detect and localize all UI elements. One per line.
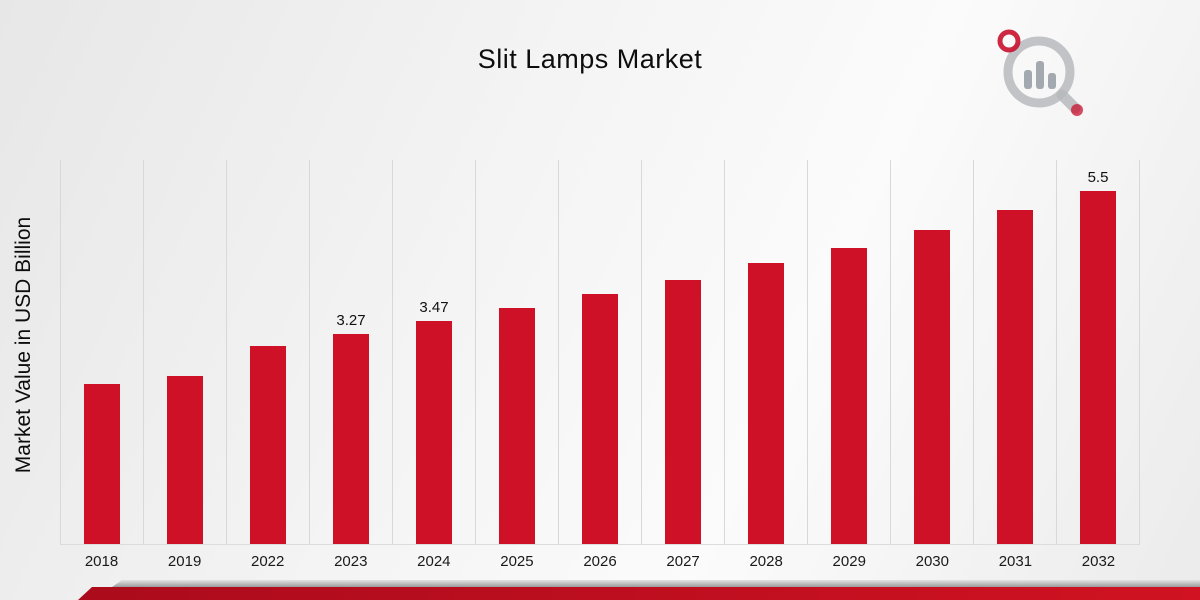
- x-tick-label: 2018: [84, 553, 119, 570]
- grid-cell: [559, 160, 642, 544]
- magnifier-bar-chart-icon: [997, 29, 1083, 116]
- x-tick-label: 2031: [998, 553, 1033, 570]
- bar-2028: [748, 262, 784, 544]
- bar-2032: [1080, 191, 1116, 544]
- y-axis-label: Market Value in USD Billion: [12, 216, 35, 474]
- chart-title: Slit Lamps Market: [477, 44, 703, 74]
- bar-2023: [333, 334, 369, 544]
- bar-2025: [499, 307, 535, 544]
- grid-cell: [61, 160, 144, 544]
- grid-cell: 5.5: [1057, 160, 1140, 544]
- grid-cell: [227, 160, 310, 544]
- x-tick-label: 2029: [832, 553, 866, 570]
- grid-cell: 3.47: [393, 160, 476, 544]
- grid-cell: [974, 160, 1057, 544]
- x-tick-label: 2022: [251, 553, 285, 570]
- grid-cell: [642, 160, 725, 544]
- x-axis: 2018 2019 2022 2023 2024 2025 2026 2027 2028 2029…: [60, 553, 1140, 570]
- grid-cell: [891, 160, 974, 544]
- x-tick-label: 2028: [749, 553, 783, 570]
- grid-cell: [808, 160, 891, 544]
- bar-value-label: 3.47: [419, 299, 449, 317]
- bar-2030: [914, 229, 950, 544]
- bar-2026: [582, 293, 618, 544]
- x-tick-label: 2023: [334, 553, 368, 570]
- x-tick-label: 2019: [167, 553, 202, 570]
- x-tick-label: 2027: [666, 553, 700, 570]
- x-tick-label: 2032: [1081, 553, 1116, 570]
- bar-2031: [997, 210, 1033, 544]
- grid-cell: [476, 160, 559, 544]
- x-tick-label: 2025: [500, 553, 534, 570]
- bar-2018: [84, 383, 120, 544]
- grid-cell: [725, 160, 808, 544]
- bar-value-label: 3.27: [336, 312, 366, 330]
- bar-value-label: 5.5: [1087, 169, 1109, 187]
- bar-2027: [665, 279, 701, 544]
- grid-cell: [144, 160, 227, 544]
- x-tick-label: 2024: [417, 553, 451, 570]
- grid-cell: 3.27: [310, 160, 393, 544]
- market-research-future-logo: [982, 26, 1092, 118]
- bar-2019: [167, 375, 203, 544]
- bottom-ribbon-gray: [112, 580, 1200, 587]
- bar-2029: [831, 247, 867, 544]
- bar-2022: [250, 346, 286, 544]
- plot-area: 3.27 3.47 5.5: [60, 160, 1140, 545]
- bar-2024: [416, 321, 452, 544]
- x-tick-label: 2026: [583, 553, 617, 570]
- x-tick-label: 2030: [915, 553, 949, 570]
- bottom-ribbon-red: [78, 587, 1200, 600]
